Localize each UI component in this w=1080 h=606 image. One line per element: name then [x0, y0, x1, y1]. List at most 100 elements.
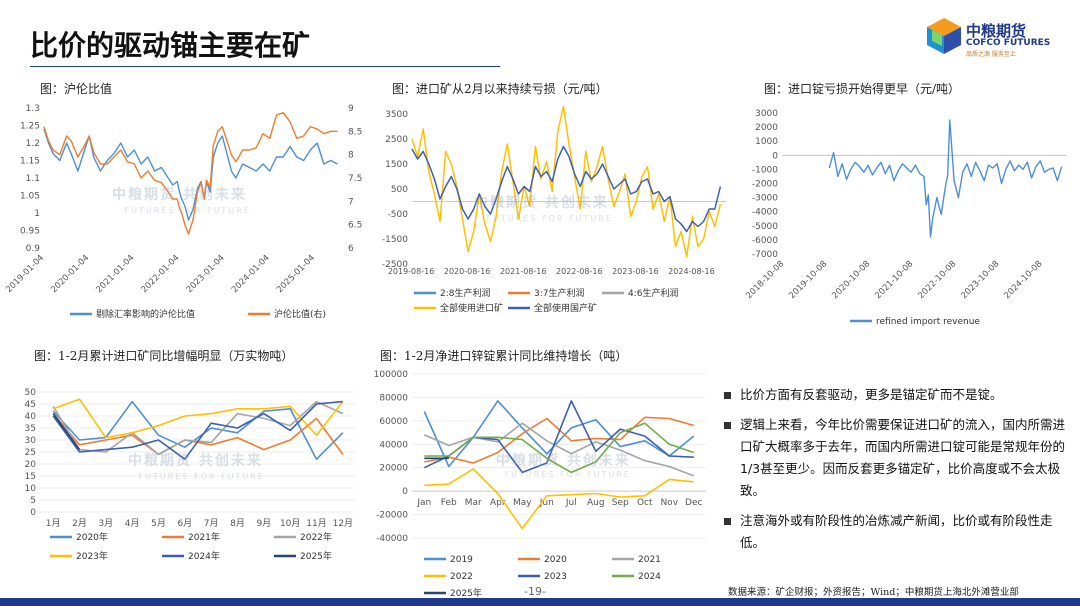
legend-label: 2:8生产利润: [440, 287, 491, 299]
y-tick-label: 0.9: [26, 244, 41, 254]
x-tick-label: 2022-08-16: [556, 267, 603, 276]
y-tick-label: 0.95: [20, 227, 40, 237]
data-source: 数据来源：矿企财报；外资报告；Wind；中粮期货上海北外滩营业部: [728, 587, 1019, 598]
y-tick-label: -5000: [752, 222, 778, 232]
chart5-svg: -40000 -20000 0 20000 40000 60000 80000 100000 J…: [374, 370, 706, 599]
series-line: [423, 422, 695, 477]
chart2-title: 图：进口矿从2月以来持续亏损（元/吨）: [392, 82, 608, 96]
y-tick-label: -1500: [382, 235, 408, 245]
y-tick-label: 1.1: [26, 174, 40, 184]
x-tick-label: 2024-08-16: [668, 267, 715, 276]
chart1-panel: 0.9 0.95 1 1.05 1.1 1.15 1.2 1.25 1.3 6 6.5 7 7.5 8 8.…: [0, 96, 370, 326]
legend-label: 2020: [544, 555, 567, 565]
series-line: [52, 400, 344, 460]
bullet-item: 逻辑上来看，今年比价需要保证进口矿的流入，国内所需进口矿大概率多于去年，而国内所…: [724, 414, 1074, 502]
x-tick-label: Feb: [441, 498, 457, 508]
y-tick-label: -3000: [752, 194, 778, 204]
y-tick-label: -500: [388, 210, 409, 220]
x-tick-label: 2025-01-04: [275, 253, 317, 295]
legend-label: 3:7生产利润: [534, 287, 585, 299]
y-tick-label: 3000: [755, 109, 778, 119]
x-tick-label: 3月: [98, 518, 113, 529]
cofco-logo: 中粮期货 COFCO FUTURES 品质之源 服务至上: [924, 16, 1064, 62]
x-tick-label: 4月: [125, 518, 140, 529]
y-tick-label: 1.05: [20, 192, 40, 202]
x-tick-label: Jul: [565, 498, 577, 508]
watermark-cn: 中粮期货 共创未来: [496, 453, 631, 469]
series-line: [424, 422, 695, 474]
y2-tick-label: 7: [348, 197, 354, 207]
y-tick-label: 0: [402, 487, 408, 497]
logo-slogan: 品质之源 服务至上: [966, 51, 1016, 58]
y-tick-label: 25: [25, 448, 36, 458]
series-line: [43, 112, 338, 235]
legend-label: 剔除汇率影响的沪伦比值: [96, 308, 195, 320]
y-tick-label: 3500: [385, 110, 408, 120]
y-tick-label: 20: [25, 460, 37, 470]
title-divider: [30, 66, 500, 67]
x-tick-label: 2019-01-04: [4, 253, 46, 295]
y-tick-label: 1.25: [20, 122, 40, 132]
chart3-title: 图：进口锭亏损开始得更早（元/吨）: [764, 82, 961, 96]
x-tick-label: 2019-08-16: [388, 267, 435, 276]
x-tick-label: 2022-10-08: [916, 259, 958, 301]
series-line: [52, 413, 81, 451]
series-line: [424, 416, 695, 464]
x-tick-label: Aug: [587, 498, 605, 508]
y-tick-label: 1000: [755, 137, 778, 147]
y-tick-label: 40000: [379, 440, 408, 450]
x-tick-label: 2024-10-08: [1002, 259, 1044, 301]
y2-tick-label: 9: [348, 104, 354, 114]
cube-logo-icon: [927, 18, 961, 54]
chart2-panel: -2500 -1500 -500 500 1500 2500 3500 2019-08-16 2…: [370, 96, 730, 326]
y-tick-label: 35: [25, 424, 36, 434]
y-tick-label: -6000: [752, 236, 778, 246]
y-tick-label: 15: [25, 472, 36, 482]
watermark-en: ·FUTURES FOR FUTURE·: [120, 206, 256, 215]
watermark-en: ·FUTURES FOR FUTURE·: [482, 214, 618, 223]
y-tick-label: 40: [25, 412, 37, 422]
x-tick-label: Jun: [539, 498, 554, 508]
x-tick-label: 12月: [333, 518, 353, 529]
watermark-en: ·FUTURES FOR FUTURE·: [134, 472, 270, 481]
y-tick-label: 80000: [379, 393, 408, 403]
x-tick-label: 2020-08-16: [444, 267, 491, 276]
bullet-item: 比价方面有反套驱动，更多是锚定矿而不是锭。: [724, 384, 1074, 406]
chart5-title: 图：1-2月净进口锌锭累计同比维持增长（吨）: [380, 349, 628, 363]
x-tick-label: 2022-01-04: [140, 253, 182, 295]
chart4-title: 图：1-2月累计进口矿同比增幅明显（万实物吨）: [34, 349, 294, 363]
series-line: [424, 468, 694, 530]
y-tick-label: 20000: [379, 464, 408, 474]
y-tick-label: 500: [391, 185, 408, 195]
legend-label: refined import revenue: [876, 317, 980, 327]
x-tick-label: 2024-01-04: [230, 253, 272, 295]
y-tick-label: -2000: [752, 180, 778, 190]
analysis-bullets: 比价方面有反套驱动，更多是锚定矿而不是锭。 逻辑上来看，今年比价需要保证进口矿的…: [724, 384, 1074, 562]
page-number: -19-: [524, 585, 546, 598]
y-tick-label: -4000: [752, 208, 778, 218]
legend-label: 2024: [638, 572, 661, 582]
x-tick-label: 9月: [256, 518, 271, 529]
x-tick-label: 2021-01-04: [94, 253, 136, 295]
legend-label: 2022年: [300, 531, 332, 543]
y-tick-label: -20000: [376, 511, 408, 521]
x-tick-label: 2023-10-08: [959, 259, 1001, 301]
legend-label: 全部使用国产矿: [534, 302, 597, 314]
chart1-title: 图：沪伦比值: [40, 82, 113, 96]
x-tick-label: May: [513, 498, 532, 508]
legend-label: 4:6生产利润: [628, 287, 679, 299]
series-line: [828, 119, 1063, 238]
y-tick-label: 0: [772, 151, 778, 161]
x-tick-label: Nov: [660, 498, 678, 508]
series-line: [43, 128, 338, 221]
legend-label: 2021: [638, 555, 661, 565]
x-tick-label: Sep: [612, 498, 629, 508]
legend-label: 2025年: [450, 587, 482, 599]
bullet-item: 注意海外或有阶段性的冶炼减产新闻，比价或有阶段性走低。: [724, 510, 1074, 554]
x-tick-label: 2021-10-08: [873, 259, 915, 301]
y2-tick-label: 6: [348, 244, 354, 254]
y-tick-label: 1.2: [26, 139, 40, 149]
y2-tick-label: 8.5: [348, 127, 362, 137]
x-tick-label: 10月: [280, 518, 300, 529]
x-tick-label: 7月: [204, 518, 219, 529]
